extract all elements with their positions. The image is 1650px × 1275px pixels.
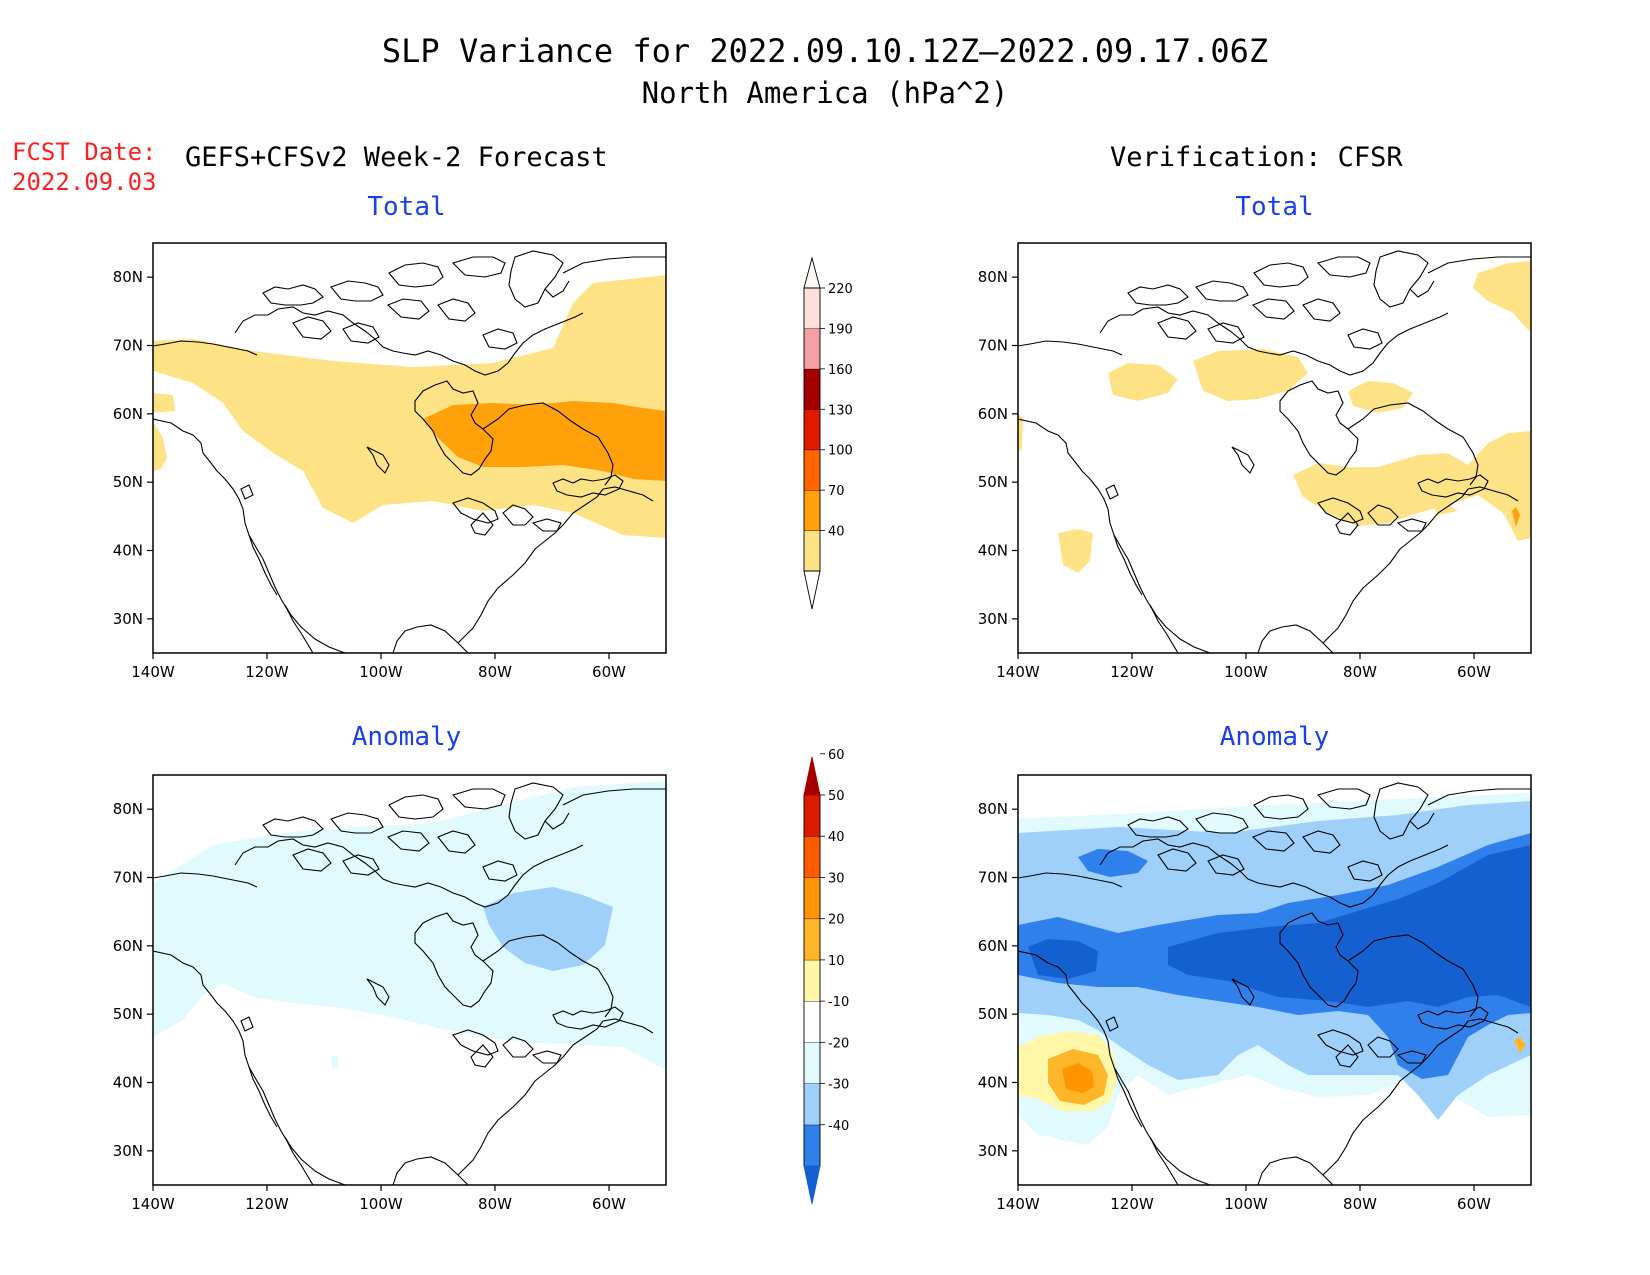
lat-tick-label: 60N [978,405,1008,423]
lat-tick-label: 80N [113,800,143,818]
lon-tick-label: 120W [1110,1195,1154,1213]
lon-tick-label: 140W [131,663,175,681]
lon-tick-label: 140W [131,1195,175,1213]
lat-tick-label: 50N [113,1005,143,1023]
lat-tick-label: 80N [978,268,1008,286]
colorbar-swatch [804,918,820,960]
lon-tick-label: 80W [478,1195,512,1213]
map-verification-anomaly [1017,774,1532,1186]
colorbar-label: 40 [828,525,845,540]
colorbar-swatch [804,328,820,369]
panel-title-forecast-total: Total [367,192,446,222]
colorbar-arrow-bottom [803,570,821,610]
panel-title-forecast-anomaly: Anomaly [351,722,462,752]
colorbar-arrow-bottom [803,1165,821,1205]
lat-tick-label: 40N [978,1074,1008,1092]
lat-tick-label: 70N [113,869,143,887]
fcst-date-value: 2022.09.03 [12,168,157,196]
lon-tick-label: 80W [1343,663,1377,681]
colorbar-label: 160 [828,363,853,378]
lon-tick-label: 140W [996,663,1040,681]
lat-tick-label: 30N [113,610,143,628]
lon-tick-label: 60W [592,1195,626,1213]
colorbar-label: 30 [828,871,845,886]
colorbar-label: -10 [828,995,849,1010]
lat-tick-label: 40N [113,542,143,560]
colorbar-label: 60 [828,748,845,763]
lon-tick-label: 60W [1457,663,1491,681]
lat-tick-label: 50N [113,473,143,491]
colorbar-swatch [804,368,820,410]
colorbar-swatch [804,288,820,329]
lon-tick-label: 100W [359,663,403,681]
colorbar-label: -40 [828,1119,849,1134]
colorbar-swatch [804,1042,820,1084]
lat-tick-label: 80N [113,268,143,286]
lat-tick-label: 60N [113,405,143,423]
colorbar-label: 20 [828,913,845,928]
colorbar-swatch [804,409,820,450]
lon-tick-label: 100W [359,1195,403,1213]
lat-tick-label: 60N [978,937,1008,955]
colorbar-label: 100 [828,444,853,459]
lat-tick-label: 30N [978,1142,1008,1160]
lat-tick-label: 30N [978,610,1008,628]
colorbar-swatch [804,836,820,878]
colorbar-arrow-top [803,256,821,289]
colorbar-swatch [804,1001,820,1043]
forecast-header: GEFS+CFSv2 Week-2 Forecast [185,142,608,173]
fcst-date-label: FCST Date: [12,138,157,166]
colorbar-label: 10 [828,954,845,969]
colorbar-label: 50 [828,789,845,804]
lat-tick-label: 40N [113,1074,143,1092]
lon-tick-label: 140W [996,1195,1040,1213]
map-verification-total [1017,242,1532,654]
colorbar-swatch [804,449,820,491]
colorbar-swatch [804,1083,820,1125]
lon-tick-label: 80W [1343,1195,1377,1213]
lat-tick-label: 70N [113,337,143,355]
lon-tick-label: 120W [245,1195,289,1213]
lon-tick-label: 60W [1457,1195,1491,1213]
colorbar-swatch [804,877,820,919]
lat-tick-label: 50N [978,1005,1008,1023]
colorbar-swatch [804,1124,820,1166]
lon-tick-label: 120W [245,663,289,681]
verification-header: Verification: CFSR [1110,142,1403,173]
colorbar-label: -20 [828,1036,849,1051]
lon-tick-label: 80W [478,663,512,681]
lon-tick-label: 100W [1224,1195,1268,1213]
panel-title-verification-anomaly: Anomaly [1219,722,1330,752]
lat-tick-label: 70N [978,337,1008,355]
lon-tick-label: 100W [1224,663,1268,681]
lon-tick-label: 120W [1110,663,1154,681]
map-forecast-anomaly [152,774,667,1186]
colorbar-arrow-top [803,756,821,796]
colorbar-label: 190 [828,322,853,337]
colorbar-label: 40 [828,830,845,845]
lat-tick-label: 50N [978,473,1008,491]
lat-tick-label: 70N [978,869,1008,887]
colorbar-anomaly: -40 -30 -20 -10 10 20 30 40 50 60 [803,748,849,1205]
colorbar-label: 220 [828,282,853,297]
panel-title-verification-total: Total [1235,192,1314,222]
colorbar-swatch [804,959,820,1002]
colorbar-total: 40 70 100 130 160 190 220 [803,256,853,610]
colorbar-label: -30 [828,1078,849,1093]
colorbar-swatch [804,530,820,571]
lat-tick-label: 80N [978,800,1008,818]
map-forecast-total [152,242,667,654]
colorbar-swatch [804,490,820,531]
lat-tick-label: 60N [113,937,143,955]
lon-tick-label: 60W [592,663,626,681]
colorbar-label: 70 [828,484,845,499]
colorbar-swatch [804,795,820,837]
colorbar-label: 130 [828,403,853,418]
lat-tick-label: 30N [113,1142,143,1160]
lat-tick-label: 40N [978,542,1008,560]
main-title: SLP Variance for 2022.09.10.12Z–2022.09.… [381,32,1269,70]
subtitle: North America (hPa^2) [641,76,1009,110]
